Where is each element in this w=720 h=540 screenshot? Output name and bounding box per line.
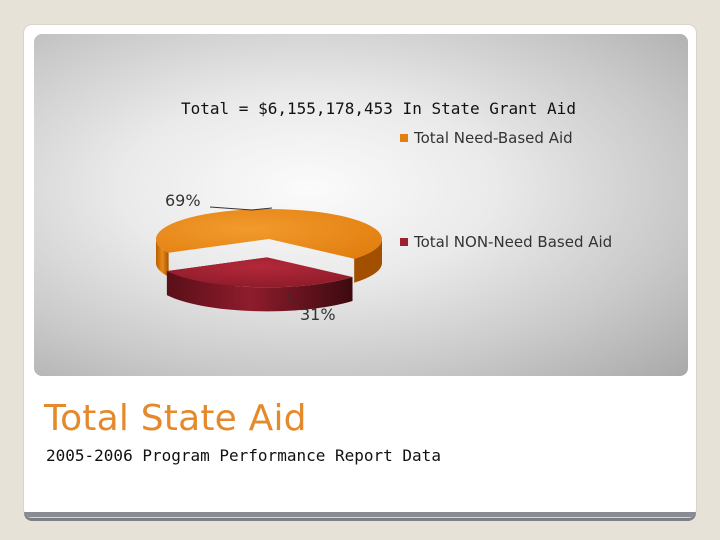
- pie-chart: [155, 206, 382, 312]
- pie-slice-non-need-based: [166, 257, 353, 288]
- leader-line-non-need-based: [287, 294, 295, 305]
- slide-bottom-edge: [24, 512, 696, 517]
- data-label-non-need-based: 31%: [300, 305, 336, 324]
- legend-swatch-need-based: [400, 134, 408, 142]
- pie-slice-need-based: [155, 208, 382, 259]
- slide-subtitle: 2005-2006 Program Performance Report Dat…: [46, 446, 441, 465]
- legend-item-need-based: Total Need-Based Aid: [400, 129, 573, 147]
- pie-side-need-based: [156, 239, 169, 277]
- chart-panel: Total = $6,155,178,453 In State Grant Ai…: [34, 34, 688, 376]
- chart-title: Total = $6,155,178,453 In State Grant Ai…: [181, 99, 576, 118]
- legend-item-non-need-based: Total NON-Need Based Aid: [400, 233, 612, 251]
- leader-line-need-based: [209, 206, 273, 211]
- legend-label-non-need-based: Total NON-Need Based Aid: [414, 233, 613, 251]
- legend-swatch-non-need-based: [400, 238, 408, 246]
- legend-label-need-based: Total Need-Based Aid: [414, 129, 573, 147]
- pie-side-need-based-right: [354, 239, 382, 283]
- data-label-need-based: 69%: [165, 191, 201, 210]
- pie-side-non-need-based: [166, 271, 353, 312]
- slide-title: Total State Aid: [44, 398, 307, 439]
